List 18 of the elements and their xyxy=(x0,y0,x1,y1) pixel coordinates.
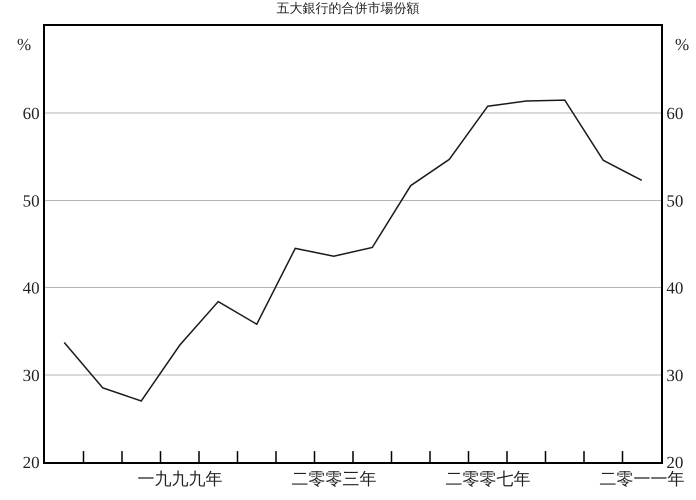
line-series xyxy=(64,99,642,402)
y-tick-label: 30 xyxy=(22,366,40,385)
y-tick-label: 60 xyxy=(22,104,40,124)
y2-axis-title: % xyxy=(675,35,690,54)
y2-tick-label: 30 xyxy=(666,366,684,385)
y-tick-label: 20 xyxy=(22,452,40,472)
x-tick-label: 二零零七年 xyxy=(445,469,530,488)
y-tick-label: 50 xyxy=(22,191,40,210)
y2-tick-label: 20 xyxy=(666,452,684,472)
x-tick-label: 一九九九年 xyxy=(137,469,222,488)
y2-tick-label: 60 xyxy=(666,104,684,124)
x-tick-label: 二零一一年 xyxy=(599,469,684,488)
y2-tick-label: 50 xyxy=(666,191,684,210)
x-tick-label: 二零零三年 xyxy=(291,469,376,488)
y-axis-title: % xyxy=(17,35,32,54)
y2-tick-label: 40 xyxy=(666,278,684,298)
chart-title: 五大銀行的合併市場份額 xyxy=(276,0,420,16)
y-tick-label: 40 xyxy=(22,278,40,298)
